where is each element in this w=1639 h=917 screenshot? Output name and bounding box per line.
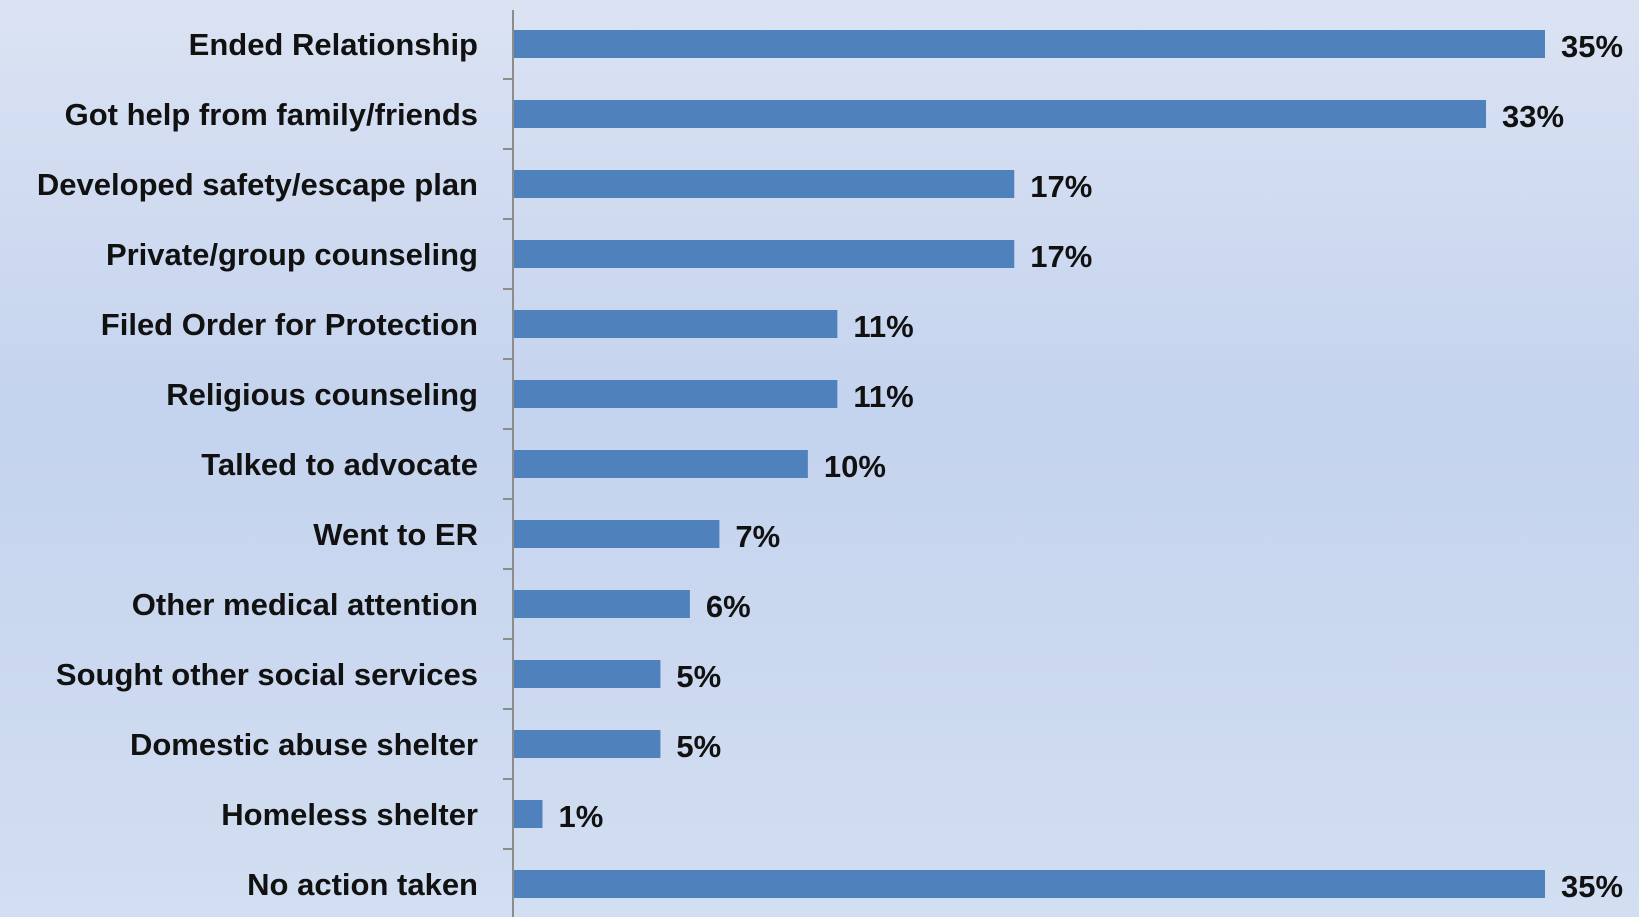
category-label: Religious counseling [166,377,478,412]
category-label: Sought other social services [56,657,478,692]
data-label: 35% [1561,869,1623,904]
category-label: Domestic abuse shelter [130,727,478,762]
data-label: 11% [853,309,913,344]
bar [514,730,661,758]
data-label: 1% [558,799,603,834]
category-label: Ended Relationship [189,27,478,62]
bar [514,800,543,828]
data-label: 11% [853,379,913,414]
bar [514,520,720,548]
bar [514,240,1015,268]
data-label: 33% [1502,99,1564,134]
data-label: 10% [824,449,886,484]
category-labels-layer: Ended Relationship Got help from family/f… [37,27,478,902]
bar [514,660,661,688]
data-label: 17% [1030,239,1092,274]
data-label: 35% [1561,29,1623,64]
category-label: Went to ER [313,517,478,552]
axis-layer [503,10,514,917]
bar [514,590,690,618]
category-label: Developed safety/escape plan [37,167,478,202]
category-label: Talked to advocate [201,447,478,482]
bar [514,380,838,408]
data-label: 6% [706,589,751,624]
data-label: 5% [676,659,721,694]
bar [514,100,1487,128]
category-label: Private/group counseling [106,237,478,272]
bar [514,870,1545,898]
value-labels-layer: 35% 33% 17% 17% 11% 11% 10% 7% 6% 5% 5% 1% 35% [558,29,1623,904]
bar [514,30,1545,58]
category-label: Filed Order for Protection [101,307,478,342]
category-label: Got help from family/friends [65,97,478,132]
bar [514,170,1015,198]
bar [514,310,838,338]
bar [514,450,808,478]
bars-layer [514,30,1545,898]
data-label: 5% [676,729,721,764]
data-label: 17% [1030,169,1092,204]
category-label: Homeless shelter [221,797,478,832]
category-label: Other medical attention [132,587,478,622]
category-label: No action taken [247,867,478,902]
data-label: 7% [735,519,780,554]
